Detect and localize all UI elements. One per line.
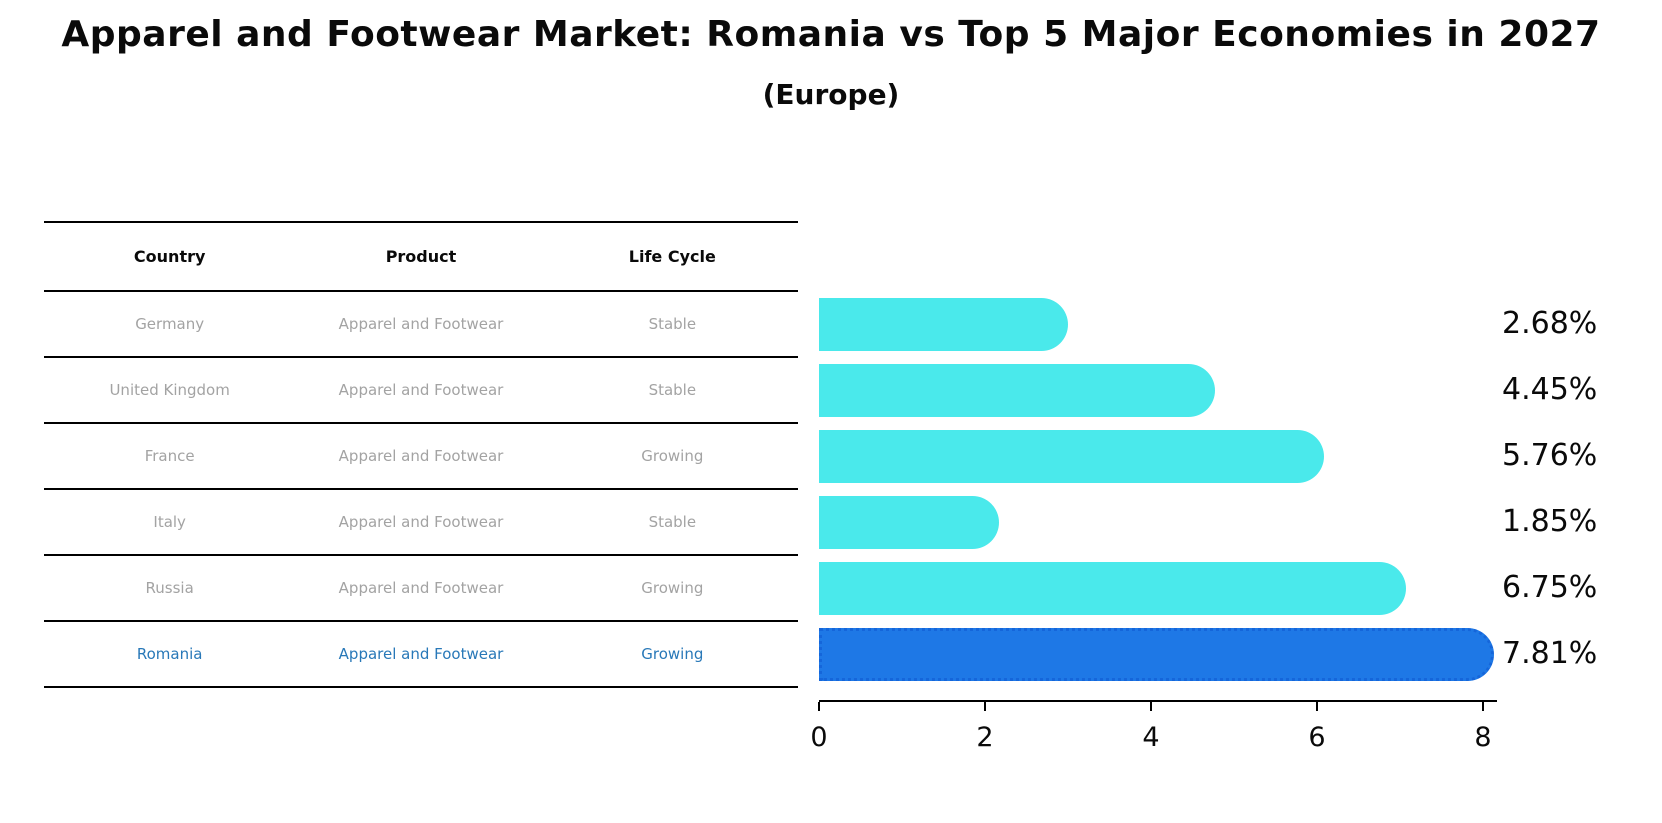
x-axis-tick-label: 2 bbox=[976, 722, 994, 753]
bar-value-label: 6.75% bbox=[1502, 570, 1598, 605]
bar-italy bbox=[819, 495, 999, 549]
bar-romania bbox=[819, 627, 1494, 681]
bar-value-label: 5.76% bbox=[1502, 438, 1598, 473]
cell-product: Apparel and Footwear bbox=[338, 447, 504, 465]
bar-united-kingdom bbox=[819, 363, 1215, 417]
page-subtitle: (Europe) bbox=[762, 78, 900, 111]
x-axis-tick-label: 8 bbox=[1474, 722, 1492, 753]
x-axis-tick-label: 4 bbox=[1142, 722, 1160, 753]
cell-life-cycle: Stable bbox=[648, 513, 697, 531]
bar-russia bbox=[819, 561, 1406, 615]
cell-product: Apparel and Footwear bbox=[338, 381, 504, 399]
cell-country: United Kingdom bbox=[109, 381, 230, 399]
x-axis-tick-label: 6 bbox=[1308, 722, 1326, 753]
bar-france bbox=[819, 429, 1324, 483]
cell-life-cycle: Stable bbox=[648, 381, 697, 399]
x-axis-tick-label: 0 bbox=[810, 722, 828, 753]
cell-country: Russia bbox=[145, 579, 194, 597]
cell-country: Romania bbox=[136, 645, 203, 663]
comparison-table: Country Product Life Cycle Germany Apparel … bbox=[44, 221, 798, 688]
x-axis-tick bbox=[984, 702, 986, 711]
x-axis-tick bbox=[1316, 702, 1318, 711]
table-body: Germany Apparel and Footwear Stable United … bbox=[44, 292, 798, 688]
cell-product: Apparel and Footwear bbox=[338, 315, 504, 333]
cell-country: France bbox=[144, 447, 195, 465]
table-row-united-kingdom: United Kingdom Apparel and Footwear Stable bbox=[44, 358, 798, 424]
table-row-germany: Germany Apparel and Footwear Stable bbox=[44, 292, 798, 358]
x-axis-line bbox=[819, 700, 1497, 702]
cell-life-cycle: Growing bbox=[641, 645, 704, 663]
cell-life-cycle: Stable bbox=[648, 315, 697, 333]
cell-product: Apparel and Footwear bbox=[338, 579, 504, 597]
table-header-row: Country Product Life Cycle bbox=[44, 223, 798, 292]
table-header-cell-product: Product bbox=[385, 247, 457, 266]
cell-product: Apparel and Footwear bbox=[338, 513, 504, 531]
table-row-france: France Apparel and Footwear Growing bbox=[44, 424, 798, 490]
table-row-romania: Romania Apparel and Footwear Growing bbox=[44, 622, 798, 688]
x-axis-tick bbox=[1150, 702, 1152, 711]
table-header-cell-life-cycle: Life Cycle bbox=[628, 247, 716, 266]
table-header-cell-country: Country bbox=[133, 247, 206, 266]
cell-life-cycle: Growing bbox=[641, 447, 704, 465]
bar-value-label: 2.68% bbox=[1502, 306, 1598, 341]
cell-product: Apparel and Footwear bbox=[338, 645, 504, 663]
bar-value-label: 4.45% bbox=[1502, 372, 1598, 407]
page-title: Apparel and Footwear Market: Romania vs … bbox=[61, 14, 1601, 55]
bar-germany bbox=[819, 297, 1068, 351]
cell-country: Italy bbox=[153, 513, 186, 531]
cell-country: Germany bbox=[135, 315, 205, 333]
x-axis-tick bbox=[1482, 702, 1484, 711]
bar-value-label: 1.85% bbox=[1502, 504, 1598, 539]
cell-life-cycle: Growing bbox=[641, 579, 704, 597]
table-row-italy: Italy Apparel and Footwear Stable bbox=[44, 490, 798, 556]
bar-value-label: 7.81% bbox=[1502, 636, 1598, 671]
x-axis-tick bbox=[818, 702, 820, 711]
table-row-russia: Russia Apparel and Footwear Growing bbox=[44, 556, 798, 622]
